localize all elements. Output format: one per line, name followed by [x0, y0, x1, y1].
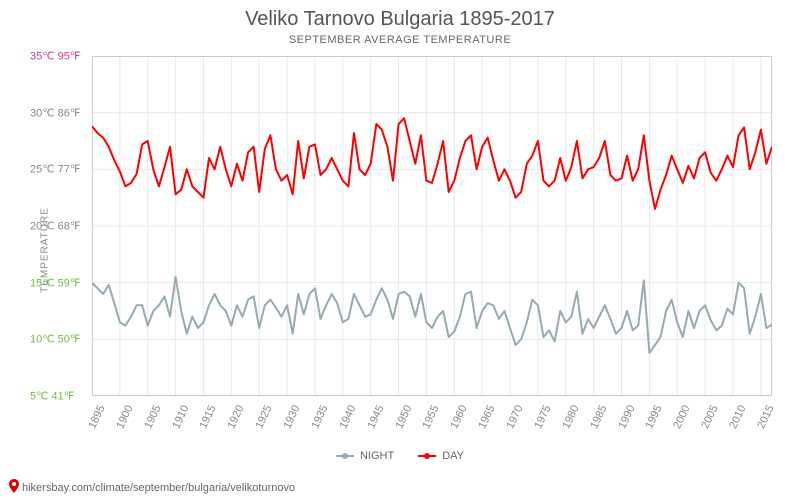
x-tick-label: 1895	[86, 403, 107, 430]
legend-marker-icon	[336, 455, 354, 457]
legend-label: DAY	[442, 450, 464, 462]
footer-url: hikersbay.com/climate/september/bulgaria…	[22, 482, 295, 494]
x-tick-label: 1955	[421, 403, 442, 430]
x-tick-label: 1995	[644, 403, 665, 430]
y-tick-label: 35℃ 95℉	[30, 50, 80, 63]
x-tick-label: 1920	[226, 403, 247, 430]
legend-label: NIGHT	[360, 450, 394, 462]
x-tick-label: 1905	[142, 403, 163, 430]
x-tick-label: 1910	[170, 403, 191, 430]
x-tick-label: 1965	[476, 403, 497, 430]
chart-subtitle: SEPTEMBER AVERAGE TEMPERATURE	[0, 34, 800, 46]
x-tick-label: 1980	[560, 403, 581, 430]
y-tick-label: 30℃ 86℉	[30, 106, 80, 119]
x-tick-label: 1985	[588, 403, 609, 430]
y-tick-label: 10℃ 50℉	[30, 333, 80, 346]
plot-area	[92, 56, 772, 396]
x-tick-label: 2000	[672, 403, 693, 430]
chart-container: Veliko Tarnovo Bulgaria 1895-2017 SEPTEM…	[0, 0, 800, 500]
y-tick-label: 20℃ 68℉	[30, 220, 80, 233]
x-tick-label: 1960	[449, 403, 470, 430]
y-tick-label: 15℃ 59℉	[30, 276, 80, 289]
pin-icon	[8, 479, 20, 496]
x-tick-label: 1900	[114, 403, 135, 430]
x-tick-label: 1945	[365, 403, 386, 430]
chart-title: Veliko Tarnovo Bulgaria 1895-2017	[0, 8, 800, 31]
x-tick-label: 1930	[281, 403, 302, 430]
legend-item: NIGHT	[336, 450, 394, 462]
legend-marker-icon	[418, 455, 436, 457]
legend: NIGHT DAY	[0, 448, 800, 462]
x-tick-label: 1950	[393, 403, 414, 430]
x-tick-label: 1970	[504, 403, 525, 430]
x-tick-label: 2005	[699, 403, 720, 430]
x-tick-label: 2010	[727, 403, 748, 430]
x-tick-label: 1935	[309, 403, 330, 430]
legend-item: DAY	[418, 450, 464, 462]
x-tick-label: 1990	[616, 403, 637, 430]
x-tick-label: 1915	[198, 403, 219, 430]
x-tick-label: 1925	[254, 403, 275, 430]
x-tick-label: 2015	[755, 403, 776, 430]
x-tick-label: 1975	[532, 403, 553, 430]
footer: hikersbay.com/climate/september/bulgaria…	[8, 479, 295, 496]
y-tick-label: 25℃ 77℉	[30, 163, 80, 176]
x-tick-label: 1940	[337, 403, 358, 430]
y-tick-label: 5℃ 41℉	[30, 390, 74, 403]
